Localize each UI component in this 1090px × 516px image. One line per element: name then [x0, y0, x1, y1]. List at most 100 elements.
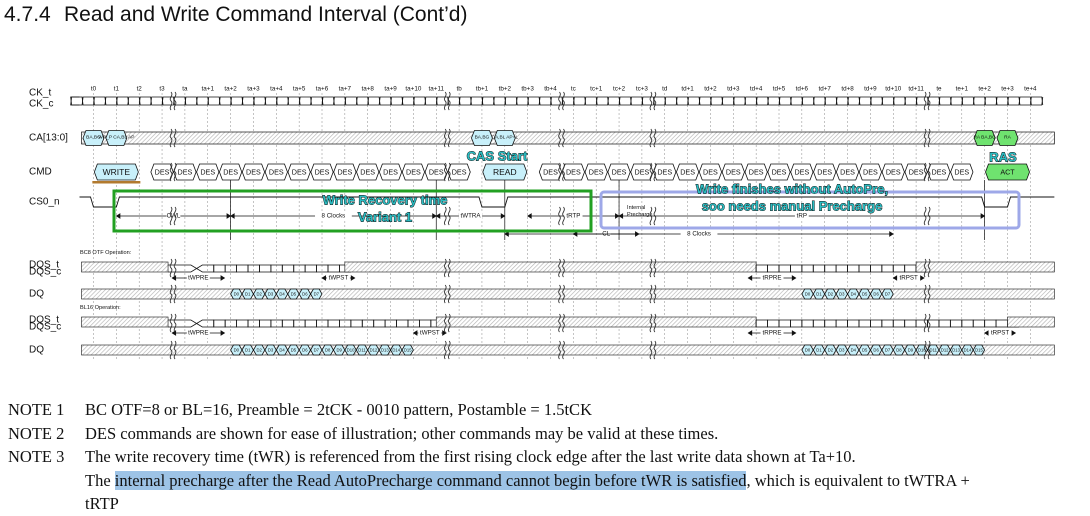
twtra-label: tWTRA [461, 213, 482, 220]
time-break-mark [169, 258, 173, 278]
ca-act-bank-text: RA BA,BG [973, 135, 996, 141]
cmd-des [835, 163, 860, 181]
time-break-mark [173, 91, 177, 111]
clock-edge-label: ta+9 [384, 86, 397, 93]
time-break-mark [447, 206, 451, 226]
bc8-twpst-label: tWPST [329, 275, 349, 282]
time-break-mark [653, 128, 657, 148]
cmd-des [287, 163, 311, 181]
clock-edge-label: td+11 [908, 86, 924, 93]
cmd-des [378, 163, 403, 181]
bl16-dqs-idle [435, 316, 757, 328]
bc8-trpst-bg [897, 273, 921, 283]
cmd-des [196, 163, 220, 181]
ca-write-cabl-text: WR_P CA,BL AP [98, 135, 134, 141]
time-break-mark [443, 206, 447, 226]
time-break-mark [649, 284, 653, 304]
note-3-continued: The internal precharge after the Read Au… [8, 469, 1088, 493]
annotation-overlays: Write Recovery time Variant 1 Write finish… [112, 148, 1021, 233]
bc8-operation-label: BC8 OTF Operation: [80, 250, 132, 256]
time-break-mark [169, 206, 173, 226]
ca-read-cabl-text: CA,BL AP=L [491, 135, 518, 141]
time-break-mark [173, 162, 177, 182]
time-break-mark [558, 284, 561, 304]
cmd-des [813, 163, 837, 181]
note-3-pre: The [85, 470, 115, 490]
bl16-trpst-arrow-head [984, 330, 989, 336]
bc8-dq-bit-label: D1 [245, 292, 251, 297]
trtp-label: tRTP [566, 213, 580, 220]
cmd-des-label: DES [223, 168, 238, 177]
trtp-arrow-head [614, 213, 620, 219]
cmd-des-label: DES [726, 168, 741, 177]
time-break-mark [927, 284, 931, 304]
time-break-mark [653, 206, 657, 226]
ca-read-bank-text: BA,BG [475, 135, 490, 141]
signal-label: DQS_c [29, 267, 61, 278]
note-label: NOTE 3 [8, 447, 65, 466]
cmd-des [264, 163, 288, 181]
ca-write-bank [82, 130, 105, 146]
time-break-mark [173, 206, 177, 226]
clock-edge-label: ta+10 [405, 86, 421, 93]
bl16-operation-label: BL16 Operation: [80, 305, 121, 311]
bc8-dqs-idle [915, 261, 1055, 273]
bc8-dqs-c-read [755, 264, 928, 273]
cmd-des [904, 163, 928, 181]
bl16-dq-bit-label: D11 [930, 348, 938, 353]
page-title: Read and Write Command Interval (Cont’d) [64, 3, 468, 26]
cmd-des [950, 163, 974, 181]
bc8-dq-bit-label: D6 [302, 292, 308, 297]
time-break-mark [562, 258, 565, 278]
notes-section: NOTE 1 BC OTF=8 or BL=16, Preamble = 2tCK… [8, 398, 1088, 516]
bc8-dq-bit-label: D6 [873, 292, 879, 297]
cmd-des [333, 163, 357, 181]
internal-precharge-label: Precharge [627, 212, 652, 218]
clock-edge-label: tc+2 [613, 86, 626, 93]
ck-c-waveform [70, 96, 1044, 106]
time-break-mark [443, 284, 447, 304]
cmd-des [584, 163, 608, 181]
clock-edge-label: td+9 [864, 86, 877, 93]
time-break-mark [927, 313, 931, 333]
time-break-mark [169, 162, 173, 182]
bl16-dq-bit-label: D15 [404, 348, 412, 353]
cmd-des-label: DES [772, 168, 787, 177]
twtra-arrow-head [500, 213, 506, 219]
time-break-mark [649, 258, 653, 278]
bl16-dq-bit-label: D4 [851, 348, 857, 353]
cmd-des [150, 163, 174, 181]
bc8-dqs-t-read [755, 264, 928, 273]
clock-edge-label: td+3 [727, 86, 740, 93]
cmd-des-label: DES [749, 168, 764, 177]
clock-edge-label: td+2 [704, 86, 717, 93]
note-3: NOTE 3 The write recovery time (tWR) is r… [8, 445, 1088, 469]
time-break-mark [173, 340, 177, 360]
time-break-mark [558, 91, 561, 111]
note-text: BC OTF=8 or BL=16, Preamble = 2tCK - 001… [85, 400, 592, 419]
bl16-twpst-arrow-head [442, 330, 447, 336]
cmd-des [653, 163, 677, 181]
clock-edge-label: ta+4 [270, 86, 283, 93]
cmd-des-label: DES [886, 168, 901, 177]
signal-label: CS0_n [29, 197, 60, 208]
time-break-mark [649, 313, 653, 333]
cmd-des-label: DES [383, 168, 398, 177]
clock-edge-label: td+8 [841, 86, 854, 93]
signal-label: CMD [29, 167, 52, 178]
write-recovery-box [112, 189, 593, 233]
cwl-bg [166, 211, 181, 221]
bc8-trpre-bg [760, 273, 784, 283]
bc8-dq-bit-label: D0 [234, 292, 240, 297]
ca-act-bank [973, 130, 996, 146]
note-3-line-2-text: tRTP [85, 494, 119, 513]
cmd-write-label: WRITE [103, 167, 131, 177]
ca-write-cabl [105, 130, 128, 146]
cmd-des-label: DES [315, 168, 330, 177]
time-break-mark [649, 128, 653, 148]
time-break-mark [923, 206, 927, 226]
cmd-des-label: DES [589, 168, 604, 177]
trp-arrow-head [618, 213, 624, 219]
time-break-mark [443, 128, 447, 148]
clock-edge-label: tb [456, 86, 462, 93]
